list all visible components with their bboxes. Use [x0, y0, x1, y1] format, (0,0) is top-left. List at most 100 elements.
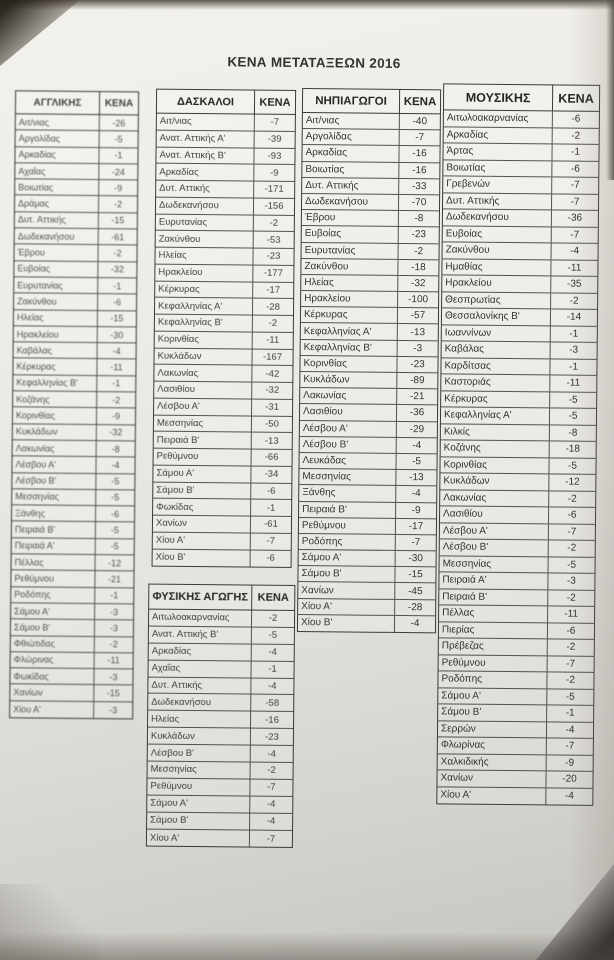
region-cell: Ροδόπης — [298, 533, 396, 551]
vacancy-cell: -11 — [107, 655, 120, 666]
region-cell: Αρκαδίας — [148, 643, 252, 661]
table-row: Κεφαλληνίας Β' -3 — [300, 339, 438, 358]
table-row: Σάμου Α' -30 — [298, 550, 436, 568]
region-cell: Ηρακλείου — [155, 264, 254, 282]
vacancy-cell: -7 — [415, 132, 425, 144]
region-cell: Φθιώτιδας — [10, 635, 95, 652]
table-row: Φωκίδας -1 — [153, 498, 292, 517]
table-fysikis-agogis: ΦΥΣΙΚΗΣ ΑΓΩΓΗΣ ΚΕΝΑ Αιτωλοακαρνανίας -2 Αν… — [145, 583, 296, 849]
table-row: Πειραιά Β' -13 — [153, 431, 292, 450]
region-cell: Σάμου Α' — [153, 465, 252, 483]
table-row: Ζακύνθου -53 — [155, 230, 294, 249]
region-cell: Αιτ/νιας — [156, 113, 255, 131]
region-cell: Χανίων — [298, 582, 396, 599]
table-row: Δωδεκανήσου -58 — [148, 694, 294, 713]
photo-right-vignette — [568, 0, 614, 960]
vacancy-cell: -33 — [411, 180, 427, 193]
vacancy-cell: -100 — [408, 294, 429, 306]
region-cell: Σάμου Β' — [10, 619, 96, 636]
region-cell: Δυτ. Αττικής — [148, 677, 252, 695]
vacancy-cell: -17 — [266, 284, 281, 296]
region-cell: Κέρκυρας — [155, 281, 254, 298]
region-cell: Ευβοίας — [14, 260, 99, 278]
table-row: Ηρακλείου -177 — [155, 264, 294, 283]
vacancy-cell: -32 — [410, 278, 426, 290]
region-cell: Λέσβου Α' — [154, 398, 253, 416]
vacancy-cell: -4 — [268, 680, 277, 692]
vacancy-cell: -5 — [110, 525, 119, 536]
vacancy-cell: -32 — [109, 427, 123, 438]
region-cell: Πειραιά Α' — [439, 572, 549, 589]
table-row: Κυκλάδων -23 — [147, 727, 293, 747]
region-cell: Ρεθύμνου — [11, 570, 96, 587]
region-cell: Καβάλας — [13, 342, 98, 359]
table-row: Χίου Α' -3 — [10, 700, 132, 719]
region-cell: Έβρου — [301, 210, 399, 227]
region-cell: Φλώρινας — [10, 652, 95, 669]
region-cell: Πέλλας — [439, 605, 549, 622]
table-row: Ηλείας -23 — [155, 247, 294, 266]
region-cell: Κέρκυρας — [441, 390, 551, 408]
table-row: Ροδόπης -1 — [11, 586, 134, 605]
region-cell: Λασιθίου — [299, 404, 398, 421]
vacancy-cell: -58 — [265, 697, 280, 709]
vacancy-cell: -3 — [109, 705, 118, 716]
region-cell: Ρεθύμνου — [153, 448, 252, 466]
table-row: Ευβοίας -32 — [14, 260, 137, 279]
table-row: Δωδεκανήσου -61 — [14, 228, 137, 246]
table-row: Χανίων -45 — [298, 582, 436, 600]
vacancy-cell: -7 — [270, 117, 280, 129]
vacancy-cell: -5 — [412, 456, 422, 468]
region-cell: Ανατ. Αττικής Β' — [148, 626, 252, 644]
table-row: Σάμου Β' -3 — [10, 619, 134, 637]
vacancy-cell: -28 — [266, 301, 280, 313]
table-row: Αρκαδίας -4 — [148, 643, 294, 662]
table-row: Κεφαλληνίας Β' -2 — [154, 314, 293, 333]
vacancy-cell: -2 — [112, 394, 121, 405]
vacancy-cell: -18 — [411, 261, 426, 273]
table-row: Λέσβου Α' -29 — [299, 420, 437, 439]
region-cell: Ηρακλείου — [13, 326, 98, 343]
vacancy-cell: -53 — [266, 234, 281, 246]
table-row: Αχαΐας -1 — [148, 660, 294, 679]
vacancy-cell: -1 — [266, 502, 276, 514]
region-cell: Αρκαδίας — [443, 126, 553, 144]
vacancy-cell: -9 — [114, 183, 123, 194]
vacancy-cell: -23 — [264, 731, 279, 743]
table-row: Φλώρινας -11 — [10, 652, 133, 670]
vacancy-cell: -16 — [412, 148, 427, 160]
vacancy-cell: -40 — [412, 116, 428, 128]
region-cell: Δυτ. Αττικής — [443, 192, 553, 210]
table-row: Χανίων -15 — [10, 684, 133, 703]
table-header-row: ΝΗΠΙΑΓΩΓΟΙ ΚΕΝΑ — [302, 89, 441, 115]
table-row: Ανατ. Αττικής Β' -5 — [148, 626, 294, 645]
region-cell: Κέρκυρας — [13, 358, 98, 375]
region-cell: Δράμας — [14, 195, 100, 212]
region-cell: Λέσβου Β' — [147, 744, 251, 762]
vacancy-cell: -50 — [264, 418, 279, 430]
vacancy-cell: -2 — [267, 765, 276, 777]
vacancy-cell: -24 — [111, 166, 125, 177]
table-row: Ευρυτανίας -2 — [301, 242, 439, 261]
region-cell: Σάμου Α' — [438, 687, 548, 705]
vacancy-cell: -39 — [267, 133, 282, 145]
vacancy-cell: -4 — [268, 646, 278, 659]
vacancy-cell: -7 — [411, 537, 421, 549]
vacancy-cell: -4 — [411, 488, 421, 500]
table-row: Χανίων -61 — [152, 515, 292, 534]
table-row: Χίου Β' -4 — [297, 614, 435, 633]
specialty-header: ΔΑΣΚΑΛΟΙ — [156, 89, 256, 114]
region-cell: Χίου Α' — [152, 532, 251, 550]
region-cell: Σάμου Β' — [298, 566, 396, 583]
vacancy-cell: -4 — [267, 748, 277, 760]
table-row: Κέρκυρας -11 — [13, 358, 136, 377]
region-cell: Αργολίδας — [302, 129, 400, 146]
vacancy-cell: -34 — [264, 468, 279, 480]
vacancy-cell: -4 — [112, 346, 121, 357]
vacancy-cell: -36 — [409, 407, 425, 419]
table-row: Λευκάδας -5 — [299, 452, 437, 471]
region-cell: Ρεθύμνου — [298, 517, 397, 534]
region-cell: Μεσσηνίας — [12, 489, 97, 506]
table-row: Φωκίδας -3 — [10, 668, 133, 686]
